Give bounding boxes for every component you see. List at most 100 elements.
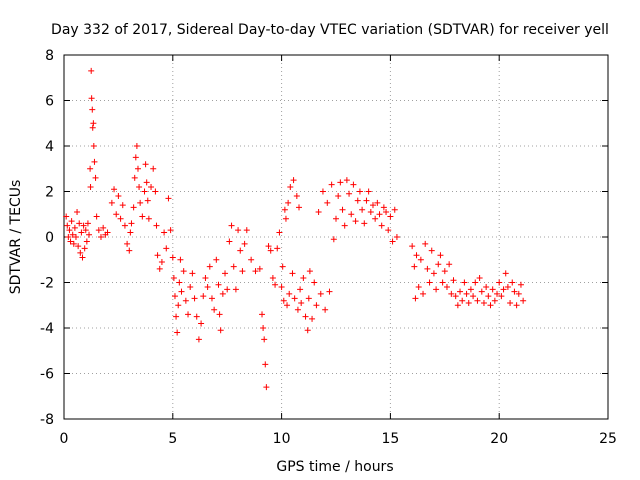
data-point	[378, 222, 385, 229]
data-point	[86, 231, 93, 238]
data-point	[380, 204, 387, 211]
data-point	[291, 295, 298, 302]
data-point	[259, 311, 266, 318]
data-point	[150, 165, 157, 172]
data-point	[68, 218, 75, 225]
data-point	[217, 327, 224, 334]
data-point	[293, 193, 300, 200]
y-axis-label: SDTVAR / TECUs	[8, 180, 24, 295]
data-point	[182, 297, 189, 304]
data-point	[263, 384, 270, 391]
data-point	[113, 211, 120, 218]
data-point	[193, 313, 200, 320]
data-point	[465, 299, 472, 306]
data-point	[88, 67, 95, 74]
data-point	[478, 288, 485, 295]
data-point	[446, 261, 453, 268]
data-point	[470, 293, 477, 300]
data-point	[504, 284, 511, 291]
data-point	[215, 281, 222, 288]
data-point	[267, 247, 274, 254]
data-point	[476, 274, 483, 281]
axis-ticks: 0 5 10 15 20 25 -8 -6 -4 -2 0 2 4 6 8	[40, 48, 617, 447]
data-point	[483, 284, 490, 291]
data-point	[494, 290, 501, 297]
data-point	[489, 286, 496, 293]
data-point	[198, 320, 205, 327]
data-point	[75, 243, 82, 250]
data-point	[88, 95, 95, 102]
data-point	[424, 265, 431, 272]
data-point	[296, 204, 303, 211]
data-point	[286, 290, 293, 297]
data-point	[265, 243, 272, 250]
data-points	[63, 67, 527, 391]
data-point	[175, 302, 182, 309]
y-tick-label: -4	[40, 321, 54, 337]
y-tick-label: 4	[45, 139, 54, 155]
data-point	[467, 286, 474, 293]
data-point	[278, 284, 285, 291]
data-point	[64, 222, 71, 229]
data-point	[324, 199, 331, 206]
data-point	[235, 227, 242, 234]
data-point	[385, 227, 392, 234]
y-tick-label: -2	[40, 276, 54, 292]
data-point	[134, 165, 141, 172]
data-point	[289, 270, 296, 277]
grid	[64, 55, 608, 419]
data-point	[474, 297, 481, 304]
data-point	[174, 329, 181, 336]
data-point	[104, 229, 111, 236]
data-point	[133, 143, 140, 149]
data-point	[280, 297, 287, 304]
data-point	[208, 295, 215, 302]
data-point	[239, 268, 246, 275]
data-point	[89, 106, 96, 113]
data-point	[117, 215, 124, 222]
data-point	[108, 199, 115, 206]
data-point	[65, 234, 72, 240]
data-point	[226, 238, 233, 245]
data-point	[441, 268, 448, 275]
data-point	[70, 240, 77, 247]
data-point	[367, 208, 374, 215]
data-point	[261, 336, 268, 343]
data-point	[165, 195, 172, 202]
data-point	[142, 161, 149, 168]
data-point	[276, 229, 283, 236]
data-point	[91, 158, 98, 165]
data-point	[322, 306, 329, 313]
data-point	[90, 120, 97, 127]
data-point	[491, 297, 498, 304]
data-point	[83, 238, 90, 245]
data-point	[92, 174, 99, 181]
data-point	[126, 247, 133, 254]
y-tick-label: 6	[45, 94, 54, 110]
data-point	[274, 245, 281, 252]
data-point	[131, 174, 138, 181]
data-point	[417, 256, 424, 263]
data-point	[304, 327, 311, 334]
data-point	[281, 206, 288, 213]
data-point	[282, 215, 289, 222]
data-point	[87, 183, 94, 190]
data-point	[507, 299, 514, 306]
data-point	[228, 222, 235, 229]
data-point	[511, 288, 518, 295]
data-point	[305, 295, 312, 302]
data-point	[359, 206, 366, 213]
data-point	[127, 229, 134, 236]
data-point	[170, 274, 177, 281]
data-point	[285, 199, 292, 206]
data-point	[213, 256, 220, 263]
data-point	[428, 247, 435, 254]
data-point	[173, 313, 180, 320]
data-point	[222, 270, 229, 277]
data-point	[195, 336, 202, 343]
data-point	[79, 254, 86, 261]
data-point	[352, 218, 359, 225]
data-point	[145, 215, 152, 222]
x-tick-label: 5	[168, 431, 177, 447]
data-point	[284, 302, 291, 309]
